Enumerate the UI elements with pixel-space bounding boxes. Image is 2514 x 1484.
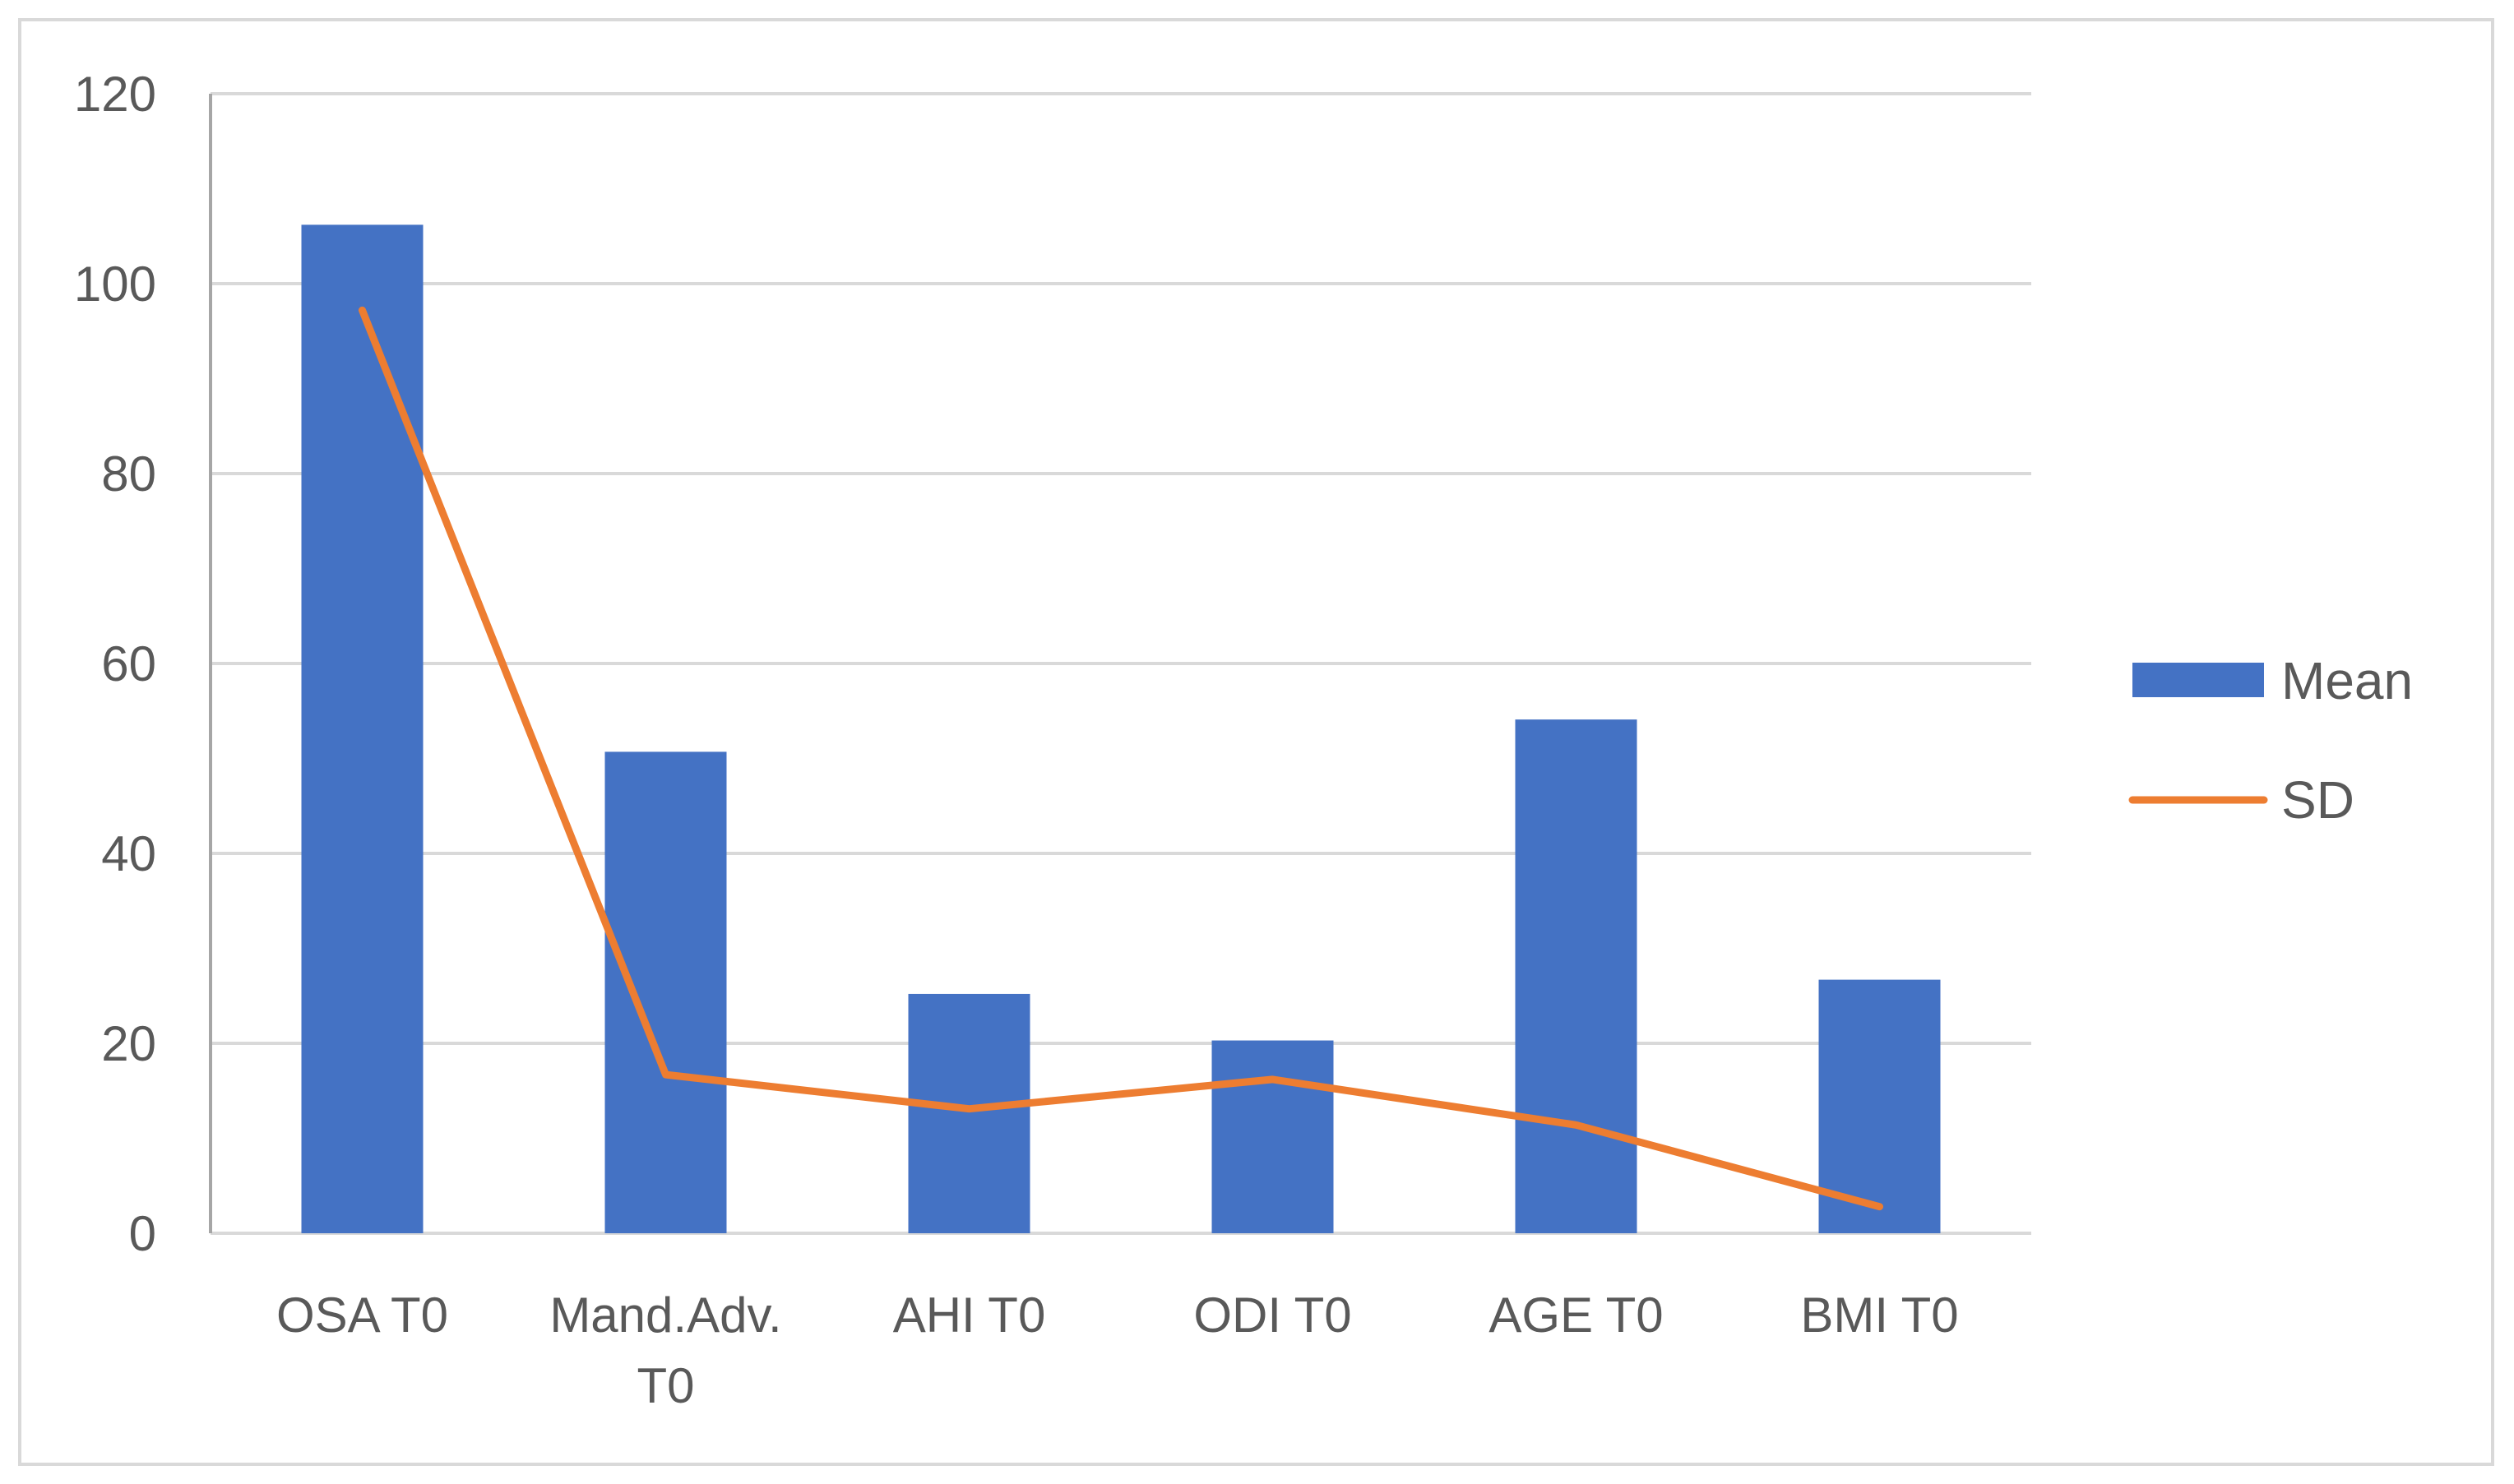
gridlines — [209, 92, 2031, 1235]
bar-mean — [1515, 719, 1637, 1233]
x-axis: OSA T0 Mand.Adv. T0 AHI T0 ODI T0 AGE T0 BMI T… — [276, 1288, 1959, 1413]
bar-mean — [1818, 979, 1941, 1233]
legend-swatch-mean — [2132, 663, 2264, 697]
y-tick-label: 120 — [74, 67, 156, 122]
bar-mean — [604, 751, 727, 1233]
x-tick-label: OSA T0 — [276, 1288, 448, 1343]
legend-label-mean: Mean — [2281, 651, 2413, 710]
y-tick-label: 0 — [129, 1206, 156, 1261]
y-tick-label: 40 — [101, 826, 156, 881]
y-axis: 0 20 40 60 80 100 120 — [74, 67, 156, 1261]
bar-mean — [1211, 1040, 1334, 1233]
bar-mean — [301, 224, 424, 1233]
x-tick-label: AGE T0 — [1488, 1288, 1663, 1343]
x-tick-label: AHI T0 — [893, 1288, 1046, 1343]
point-sd — [1271, 1078, 1274, 1080]
y-tick-label: 20 — [101, 1016, 156, 1071]
legend-label-sd: SD — [2281, 770, 2354, 830]
chart-frame — [18, 18, 2494, 1466]
point-sd — [1878, 1205, 1881, 1208]
y-tick-label: 100 — [74, 257, 156, 312]
point-sd — [361, 309, 363, 312]
y-tick-label: 80 — [101, 446, 156, 502]
y-tick-label: 60 — [101, 636, 156, 691]
point-sd — [968, 1107, 970, 1110]
bar-series-mean — [301, 224, 1941, 1233]
x-tick-label: T0 — [637, 1358, 694, 1413]
line-sd — [359, 306, 1883, 1211]
x-tick-label: ODI T0 — [1193, 1288, 1351, 1343]
x-tick-label: Mand.Adv. — [549, 1288, 781, 1343]
bar-mean — [908, 993, 1030, 1233]
point-sd — [1575, 1124, 1577, 1126]
legend: Mean SD — [2128, 651, 2413, 830]
point-sd — [664, 1074, 667, 1076]
x-tick-label: BMI T0 — [1800, 1288, 1958, 1343]
line-series-sd — [359, 306, 1883, 1211]
